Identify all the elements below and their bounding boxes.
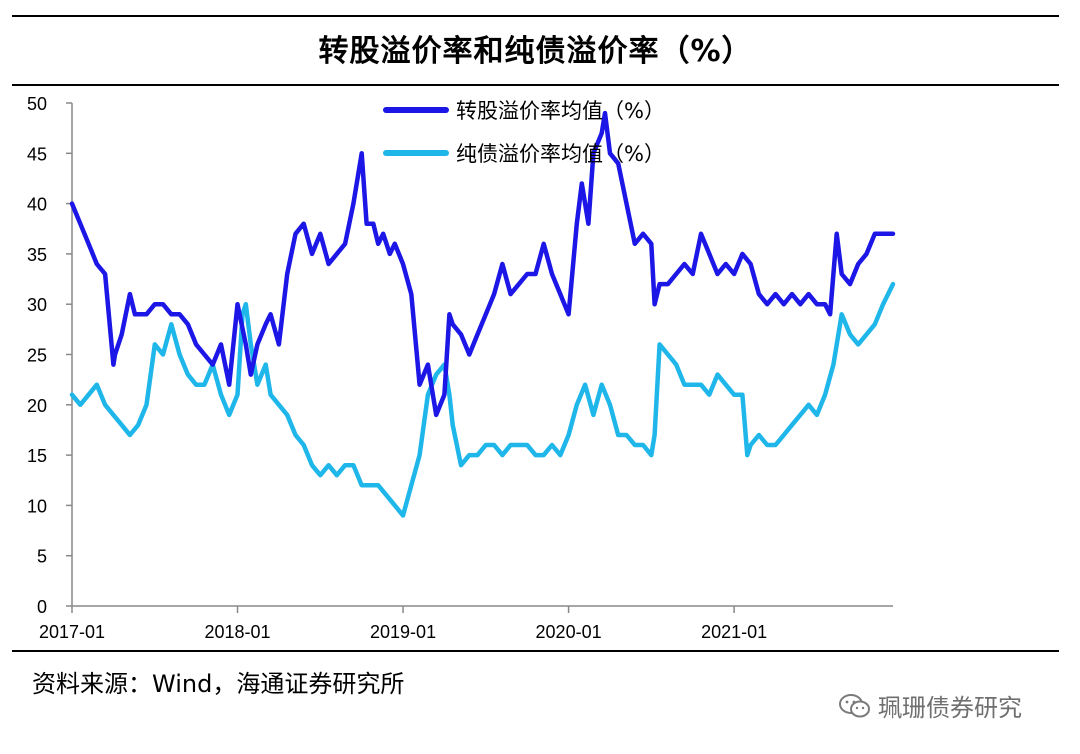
watermark-text: 珮珊债券研究 (878, 694, 1022, 722)
chart-title: 转股溢价率和纯债溢价率（%） (318, 34, 753, 69)
source-note: 资料来源：Wind，海通证券研究所 (32, 670, 405, 698)
y-tick-label: 15 (27, 446, 47, 466)
line-chart: 0 5 10 15 20 25 30 35 40 45 50 2017-01 2018-01 2019-0… (27, 94, 896, 642)
wechat-icon (839, 693, 870, 717)
y-tick-label: 35 (27, 245, 47, 265)
y-tick-label: 50 (27, 94, 47, 114)
series-line-1 (69, 110, 896, 418)
y-tick-label: 5 (37, 547, 47, 567)
x-tick-label: 2019-01 (370, 622, 436, 642)
x-tick-label: 2017-01 (39, 622, 105, 642)
legend-label-1: 转股溢价率均值（%） (456, 99, 665, 123)
x-tick-label: 2018-01 (204, 622, 270, 642)
x-tick-label: 2021-01 (701, 622, 767, 642)
y-tick-label: 40 (27, 195, 47, 215)
bottom-rule (12, 650, 1059, 652)
title-rule (12, 84, 1059, 86)
top-rule (12, 15, 1059, 17)
y-tick-label: 25 (27, 346, 47, 366)
series-line-2 (69, 281, 896, 518)
watermark: 珮珊债券研究 (838, 688, 1022, 723)
y-tick-label: 10 (27, 496, 47, 516)
x-tick-label: 2020-01 (536, 622, 602, 642)
legend-label-2: 纯债溢价率均值（%） (456, 142, 665, 166)
y-tick-label: 30 (27, 295, 47, 315)
y-tick-label: 20 (27, 396, 47, 416)
y-tick-label: 45 (27, 144, 47, 164)
y-tick-label: 0 (37, 597, 47, 617)
